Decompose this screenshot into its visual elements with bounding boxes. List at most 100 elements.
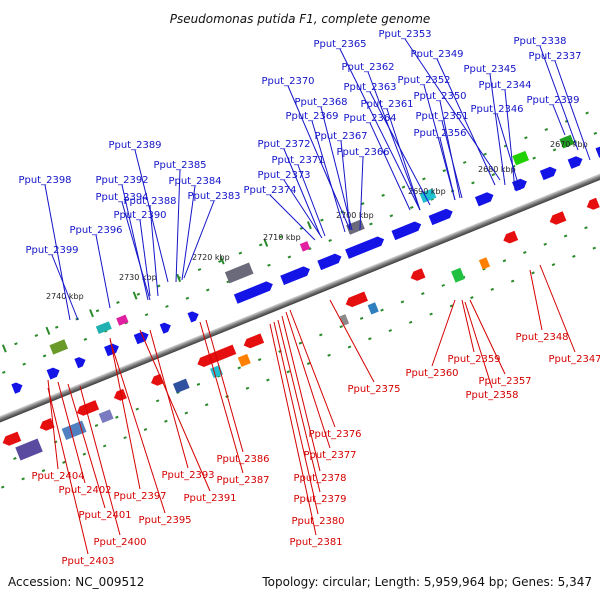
reverse-gene[interactable] <box>501 230 519 246</box>
gene-label[interactable]: Pput_2390 <box>113 210 166 221</box>
reverse-gene[interactable] <box>75 400 100 418</box>
gene-label[interactable]: Pput_2361 <box>360 99 413 110</box>
gene-label[interactable]: Pput_2403 <box>61 556 114 567</box>
gene-label[interactable]: Pput_2345 <box>463 64 516 75</box>
gene-label[interactable]: Pput_2366 <box>336 147 389 158</box>
gene-label[interactable]: Pput_2384 <box>168 176 221 187</box>
forward-gene[interactable] <box>512 177 529 192</box>
gene-label[interactable]: Pput_2349 <box>410 49 463 60</box>
gene-label[interactable]: Pput_2367 <box>314 131 367 142</box>
gene-label[interactable]: Pput_2338 <box>513 36 566 47</box>
reverse-gene[interactable] <box>195 344 237 369</box>
reverse-gene[interactable] <box>548 211 567 226</box>
gene-label[interactable]: Pput_2399 <box>25 245 78 256</box>
gene-label[interactable]: Pput_2348 <box>515 332 568 343</box>
gene-label[interactable]: Pput_2393 <box>161 470 214 481</box>
gene-label[interactable]: Pput_2404 <box>31 471 84 482</box>
gene-label[interactable]: Pput_2351 <box>415 111 468 122</box>
gene-label[interactable]: Pput_2383 <box>187 191 240 202</box>
gene-label[interactable]: Pput_2371 <box>271 155 324 166</box>
forward-gene[interactable] <box>567 154 585 169</box>
gene-label[interactable]: Pput_2372 <box>257 139 310 150</box>
forward-gene[interactable] <box>539 165 559 181</box>
forward-gene[interactable] <box>280 265 312 286</box>
gene-label[interactable]: Pput_2346 <box>470 104 523 115</box>
forward-gene[interactable] <box>233 280 275 304</box>
gene-label[interactable]: Pput_2387 <box>216 475 269 486</box>
gene-label[interactable]: Pput_2353 <box>378 29 431 40</box>
gene-labels: 2670 kbp 2680 kbp 2690 kbp 2700 kbp 2710 kbp… <box>18 29 600 567</box>
gene-label[interactable]: Pput_2358 <box>465 390 518 401</box>
gene-label[interactable]: Pput_2381 <box>289 537 342 548</box>
feature-box <box>339 314 350 326</box>
gene-label[interactable]: Pput_2357 <box>478 376 531 387</box>
forward-gene[interactable] <box>345 235 386 259</box>
gene-label[interactable]: Pput_2376 <box>308 429 361 440</box>
reverse-gene[interactable] <box>344 291 368 309</box>
gene-label[interactable]: Pput_2396 <box>69 225 122 236</box>
leader-line <box>539 45 579 151</box>
gene-label[interactable]: Pput_2363 <box>343 82 396 93</box>
forward-gene[interactable] <box>104 342 121 357</box>
reverse-gene[interactable] <box>242 333 265 350</box>
gene-label[interactable]: Pput_2360 <box>405 368 458 379</box>
gene-label[interactable]: Pput_2369 <box>285 111 338 122</box>
reverse-gene[interactable] <box>409 268 426 283</box>
gene-label[interactable]: Pput_2375 <box>347 384 400 395</box>
forward-gene[interactable] <box>391 220 424 241</box>
leader-line <box>386 108 421 211</box>
gene-label[interactable]: Pput_2391 <box>183 493 236 504</box>
gene-label[interactable]: Pput_2347 <box>548 354 600 365</box>
gene-label[interactable]: Pput_2368 <box>294 97 347 108</box>
tick-dot <box>462 160 467 164</box>
gene-label[interactable]: Pput_2362 <box>341 62 394 73</box>
gene-label[interactable]: Pput_2352 <box>397 75 450 86</box>
forward-gene[interactable] <box>595 144 600 158</box>
gene-label[interactable]: Pput_2386 <box>216 454 269 465</box>
gene-label[interactable]: Pput_2380 <box>291 516 344 527</box>
gene-label[interactable]: Pput_2373 <box>257 170 310 181</box>
forward-gene[interactable] <box>74 355 87 369</box>
forward-gene[interactable] <box>46 366 62 380</box>
feature-box <box>478 257 491 270</box>
gene-label[interactable]: Pput_2350 <box>413 91 466 102</box>
gene-label[interactable]: Pput_2394 <box>95 192 148 203</box>
forward-gene[interactable] <box>11 381 24 394</box>
gene-label[interactable]: Pput_2339 <box>526 95 579 106</box>
forward-gene[interactable] <box>133 330 151 345</box>
leader-line <box>552 104 566 136</box>
reverse-gene[interactable] <box>112 388 127 403</box>
gene-label[interactable]: Pput_2364 <box>343 113 396 124</box>
forward-gene[interactable] <box>159 321 173 334</box>
gene-label[interactable]: Pput_2395 <box>138 515 191 526</box>
forward-gene[interactable] <box>317 252 343 271</box>
forward-gene[interactable] <box>187 309 201 323</box>
gene-label[interactable]: Pput_2365 <box>313 39 366 50</box>
leader-line <box>496 113 521 191</box>
gene-label[interactable]: Pput_2400 <box>93 537 146 548</box>
gene-label[interactable]: Pput_2359 <box>447 354 500 365</box>
gene-label[interactable]: Pput_2392 <box>95 175 148 186</box>
gene-label[interactable]: Pput_2374 <box>243 185 296 196</box>
gene-label[interactable]: Pput_2337 <box>528 51 581 62</box>
tick-dot <box>2 370 6 374</box>
tick-dot <box>368 337 372 341</box>
gene-label[interactable]: Pput_2388 <box>123 196 176 207</box>
gene-label[interactable]: Pput_2377 <box>303 450 356 461</box>
reverse-gene[interactable] <box>1 431 22 448</box>
gene-label[interactable]: Pput_2401 <box>78 510 131 521</box>
reverse-gene[interactable] <box>585 197 600 212</box>
reverse-gene[interactable] <box>38 418 55 433</box>
forward-gene[interactable] <box>428 207 455 226</box>
gene-label[interactable]: Pput_2370 <box>261 76 314 87</box>
gene-label[interactable]: Pput_2344 <box>478 80 531 91</box>
gene-label[interactable]: Pput_2402 <box>58 485 111 496</box>
gene-label[interactable]: Pput_2389 <box>108 140 161 151</box>
gene-label[interactable]: Pput_2397 <box>113 491 166 502</box>
gene-label[interactable]: Pput_2378 <box>293 473 346 484</box>
gene-label[interactable]: Pput_2379 <box>293 494 346 505</box>
gene-label[interactable]: Pput_2356 <box>413 128 466 139</box>
gene-label[interactable]: Pput_2398 <box>18 175 71 186</box>
forward-gene[interactable] <box>474 190 495 207</box>
gene-label[interactable]: Pput_2385 <box>153 160 206 171</box>
